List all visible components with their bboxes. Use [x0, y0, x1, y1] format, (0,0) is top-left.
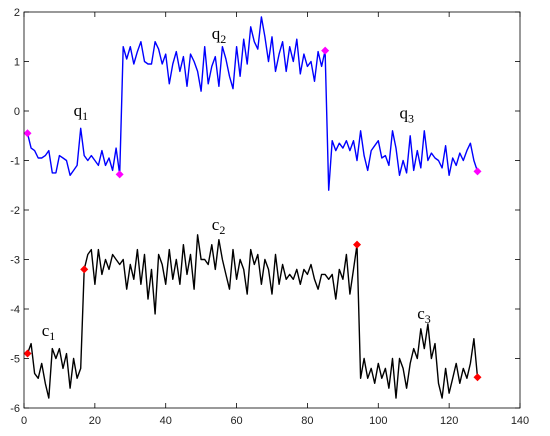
series-line-1 [26, 16, 479, 191]
y-tick-label: 2 [14, 7, 20, 19]
y-tick-label: -1 [10, 156, 20, 168]
y-tick-label: 0 [14, 106, 20, 118]
x-tick-label: 20 [89, 415, 101, 427]
x-tick-label: 60 [230, 415, 242, 427]
axes: 0 20 40 60 80 100 120 140 -6 -5 -4 -3 -2 -1 0 1 2 [10, 7, 529, 427]
breakpoint-marker-1-3 [321, 46, 330, 55]
y-tick-label: -4 [10, 304, 20, 316]
series-markers [23, 46, 482, 382]
breakpoint-marker-1-2 [115, 170, 124, 179]
y-tick-label: -5 [10, 354, 20, 366]
series-line-2 [26, 234, 479, 399]
y-tick-label: -3 [10, 255, 20, 267]
series-lines [26, 16, 479, 399]
x-tick-label: 80 [301, 415, 313, 427]
breakpoint-marker-2-2 [80, 265, 89, 274]
y-tick-label: -2 [10, 205, 20, 217]
breakpoint-marker-2-1 [23, 349, 32, 358]
breakpoint-marker-2-4 [473, 373, 482, 382]
breakpoint-marker-1-4 [473, 167, 482, 176]
x-tick-label: 40 [160, 415, 172, 427]
x-tick-label: 140 [511, 415, 529, 427]
y-tick-label: -6 [10, 403, 20, 415]
x-tick-label: 120 [440, 415, 458, 427]
breakpoint-marker-1-1 [23, 129, 32, 138]
breakpoint-marker-2-3 [353, 240, 362, 249]
x-tick-label: 0 [21, 415, 27, 427]
y-tick-label: 1 [14, 57, 20, 69]
x-tick-label: 100 [369, 415, 387, 427]
